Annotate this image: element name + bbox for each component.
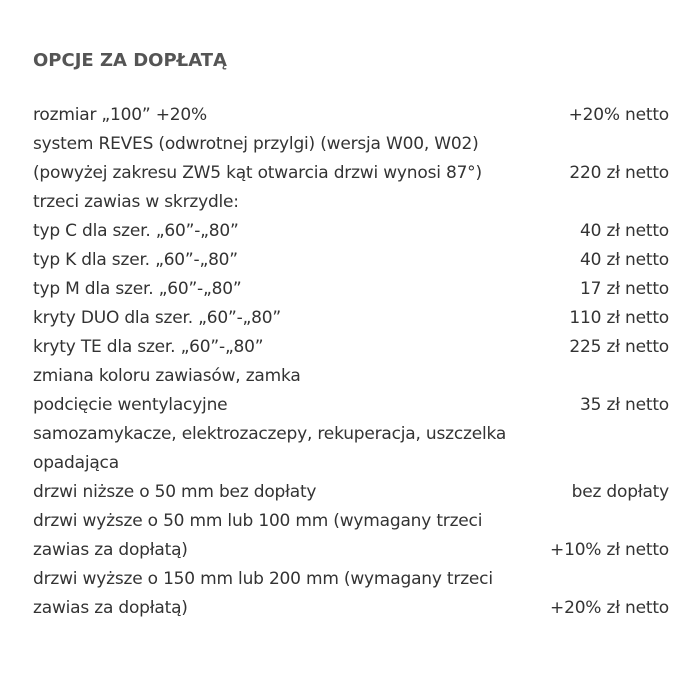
option-price: 17 zł netto: [580, 279, 669, 299]
option-price: 225 zł netto: [569, 337, 669, 357]
option-label: kryty DUO dla szer. „60”-„80”: [33, 308, 281, 328]
option-label: drzwi wyższe o 50 mm lub 100 mm (wymagan…: [33, 511, 483, 560]
option-row: rozmiar „100” +20% +20% netto: [33, 101, 669, 130]
option-label: system REVES (odwrotnej przylgi) (wersja…: [33, 134, 482, 183]
option-label: drzwi niższe o 50 mm bez dopłaty: [33, 482, 317, 502]
option-row: podcięcie wentylacyjne 35 zł netto: [33, 391, 669, 420]
option-price: 40 zł netto: [580, 250, 669, 270]
option-row: drzwi niższe o 50 mm bez dopłaty bez dopł…: [33, 478, 669, 507]
option-price: 35 zł netto: [580, 395, 669, 415]
option-price: 220 zł netto: [569, 163, 669, 183]
option-price: 40 zł netto: [580, 221, 669, 241]
option-row: typ M dla szer. „60”-„80” 17 zł netto: [33, 275, 669, 304]
option-label: typ M dla szer. „60”-„80”: [33, 279, 242, 299]
option-row: kryty TE dla szer. „60”-„80” 225 zł netto: [33, 333, 669, 362]
option-price: +10% zł netto: [550, 540, 669, 560]
option-row: typ K dla szer. „60”-„80” 40 zł netto: [33, 246, 669, 275]
option-row: trzeci zawias w skrzydle:: [33, 188, 669, 217]
option-label: samozamykacze, elektrozaczepy, rekuperac…: [33, 424, 507, 473]
option-label: podcięcie wentylacyjne: [33, 395, 228, 415]
option-price: +20% zł netto: [550, 598, 669, 618]
option-price: +20% netto: [568, 105, 670, 125]
option-row: samozamykacze, elektrozaczepy, rekuperac…: [33, 420, 669, 478]
option-row: typ C dla szer. „60”-„80” 40 zł netto: [33, 217, 669, 246]
option-row: drzwi wyższe o 50 mm lub 100 mm (wymagan…: [33, 507, 669, 565]
option-price: bez dopłaty: [571, 482, 670, 502]
option-row: drzwi wyższe o 150 mm lub 200 mm (wymaga…: [33, 565, 669, 623]
option-row: zmiana koloru zawiasów, zamka: [33, 362, 669, 391]
option-label: drzwi wyższe o 150 mm lub 200 mm (wymaga…: [33, 569, 493, 618]
options-list: rozmiar „100” +20% +20% netto system REVES…: [33, 101, 669, 623]
option-row: kryty DUO dla szer. „60”-„80” 110 zł nett…: [33, 304, 669, 333]
option-label: trzeci zawias w skrzydle:: [33, 192, 239, 212]
option-label: kryty TE dla szer. „60”-„80”: [33, 337, 264, 357]
option-label: typ K dla szer. „60”-„80”: [33, 250, 238, 270]
option-price: 110 zł netto: [569, 308, 669, 328]
option-label: typ C dla szer. „60”-„80”: [33, 221, 239, 241]
option-row: system REVES (odwrotnej przylgi) (wersja…: [33, 130, 669, 188]
option-label: rozmiar „100” +20%: [33, 105, 207, 125]
section-heading: OPCJE ZA DOPŁATĄ: [33, 50, 227, 71]
option-label: zmiana koloru zawiasów, zamka: [33, 366, 301, 386]
